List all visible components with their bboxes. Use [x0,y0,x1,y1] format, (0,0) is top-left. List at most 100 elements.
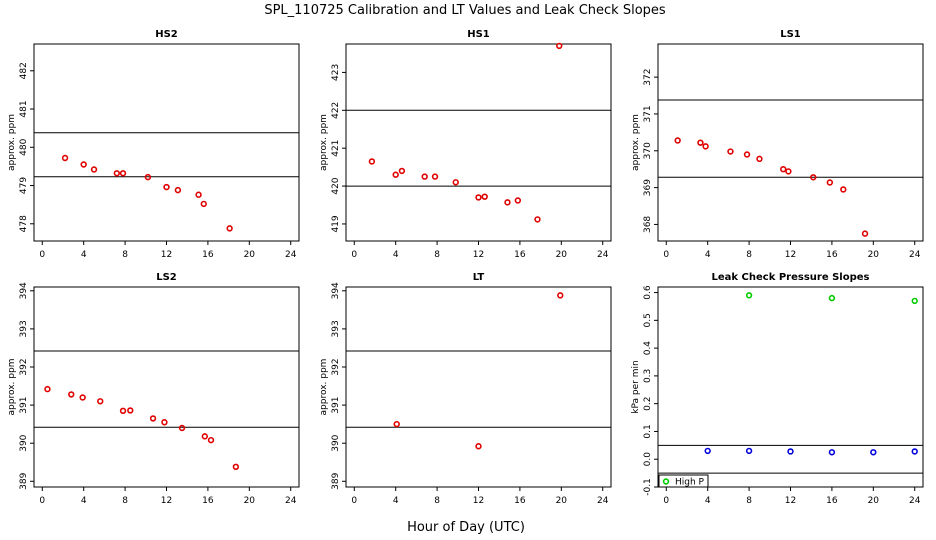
x-axis-label: Hour of Day (UTC) [407,520,525,535]
x-tick-label: 20 [244,250,256,260]
y-tick-label: 0.5 [643,313,653,327]
data-point [200,200,207,208]
panel-title: Leak Check Pressure Slopes [712,272,870,283]
data-point [207,436,215,444]
data-point [481,193,488,200]
data-point [44,385,51,393]
data-point [421,173,428,180]
panel-leak: Leak Check Pressure Slopes 0 4 8 12 16 20 24 -0.… [631,272,924,506]
y-tick-label: 392 [331,358,341,375]
data-point [226,225,233,232]
x-tick-label: 24 [597,250,609,260]
panel-title: HS2 [155,29,178,40]
data-point [68,391,75,398]
y-tick-label: 480 [19,138,29,155]
x-tick-label: 12 [473,496,484,506]
y-tick-label: 371 [643,105,653,122]
x-tick-label: 0 [663,250,669,260]
x-tick-label: 4 [705,496,711,506]
panel-title: LS1 [780,29,801,40]
y-tick-label: 482 [19,62,29,79]
data-point [431,173,439,180]
data-point [232,463,240,471]
x-tick-label: 16 [514,496,526,506]
data-point [870,449,877,456]
data-point [702,143,709,150]
data-point [745,292,753,299]
x-tick-label: 12 [161,496,172,506]
y-tick-label: -0.1 [643,478,653,496]
x-tick-label: 16 [514,250,526,260]
x-tick-label: 24 [597,496,609,506]
panel-title: LS2 [156,272,177,283]
data-point [840,186,847,193]
x-tick-label: 0 [663,496,669,506]
data-point [861,230,869,237]
y-tick-label: 369 [643,179,653,196]
panel-hs2: HS2 0 4 8 12 16 20 24 478 479 480 481 482 approx. ppm [7,29,300,260]
y-tick-label: 421 [331,140,341,157]
x-tick-label: 24 [909,496,921,506]
x-tick-label: 0 [351,250,357,260]
panel-ls1: LS1 0 4 8 12 16 20 24 368 369 370 371 372 approx. ppm [631,29,924,260]
data-point [119,170,127,177]
y-tick-label: 419 [331,215,341,232]
y-tick-label: 392 [19,358,29,375]
y-tick-label: 0.2 [643,397,653,411]
y-tick-label: 390 [331,434,341,451]
y-tick-label: 372 [643,69,653,86]
data-point [163,183,170,191]
x-tick-label: 20 [244,496,256,506]
plot-frame [33,286,300,488]
x-tick-label: 4 [81,496,87,506]
y-tick-label: 391 [19,397,29,414]
x-tick-label: 12 [785,250,796,260]
x-tick-label: 16 [826,496,838,506]
y-tick-label: 0.1 [643,424,653,438]
legend-marker [662,478,670,485]
x-tick-label: 8 [746,250,752,260]
data-point [514,197,522,204]
y-axis-label: kPa per min [631,360,641,413]
y-tick-label: 0.3 [643,369,653,383]
data-point [398,167,406,175]
y-tick-label: 391 [331,397,341,414]
x-tick-label: 16 [826,250,838,260]
x-tick-label: 20 [868,496,880,506]
figure-title: SPL_110725 Calibration and LT Values and… [264,3,666,18]
data-point [174,186,182,194]
x-tick-label: 20 [556,250,568,260]
x-tick-label: 0 [351,496,357,506]
plot-frame [33,43,300,242]
plot-frame [657,286,924,488]
panel-title: HS1 [467,29,490,40]
y-tick-label: 389 [331,472,341,489]
data-point [674,137,681,144]
data-point [704,447,711,455]
data-point [97,398,104,405]
panel-ls2: LS2 0 4 8 12 16 20 24 389 390 391 392 393 394 approx. … [7,272,300,506]
data-point [161,419,168,426]
y-tick-label: 478 [19,215,29,232]
x-tick-label: 8 [746,496,752,506]
data-point [787,448,794,455]
data-point [144,173,152,181]
y-tick-label: 0.6 [643,285,653,300]
x-tick-label: 12 [161,250,172,260]
data-point [475,194,482,201]
x-tick-label: 8 [122,496,128,506]
data-point [504,199,511,206]
y-tick-label: 389 [19,472,29,489]
y-axis-label: approx. ppm [631,114,641,171]
data-point [911,448,918,455]
panel-title: LT [473,272,485,283]
data-point [745,447,753,455]
data-point [127,407,134,414]
data-point [119,407,127,415]
data-point [149,415,157,422]
y-axis-label: approx. ppm [7,359,17,416]
plot-frame [345,43,612,242]
x-tick-label: 24 [285,496,297,506]
x-tick-label: 12 [473,250,484,260]
y-tick-label: 394 [331,282,341,299]
